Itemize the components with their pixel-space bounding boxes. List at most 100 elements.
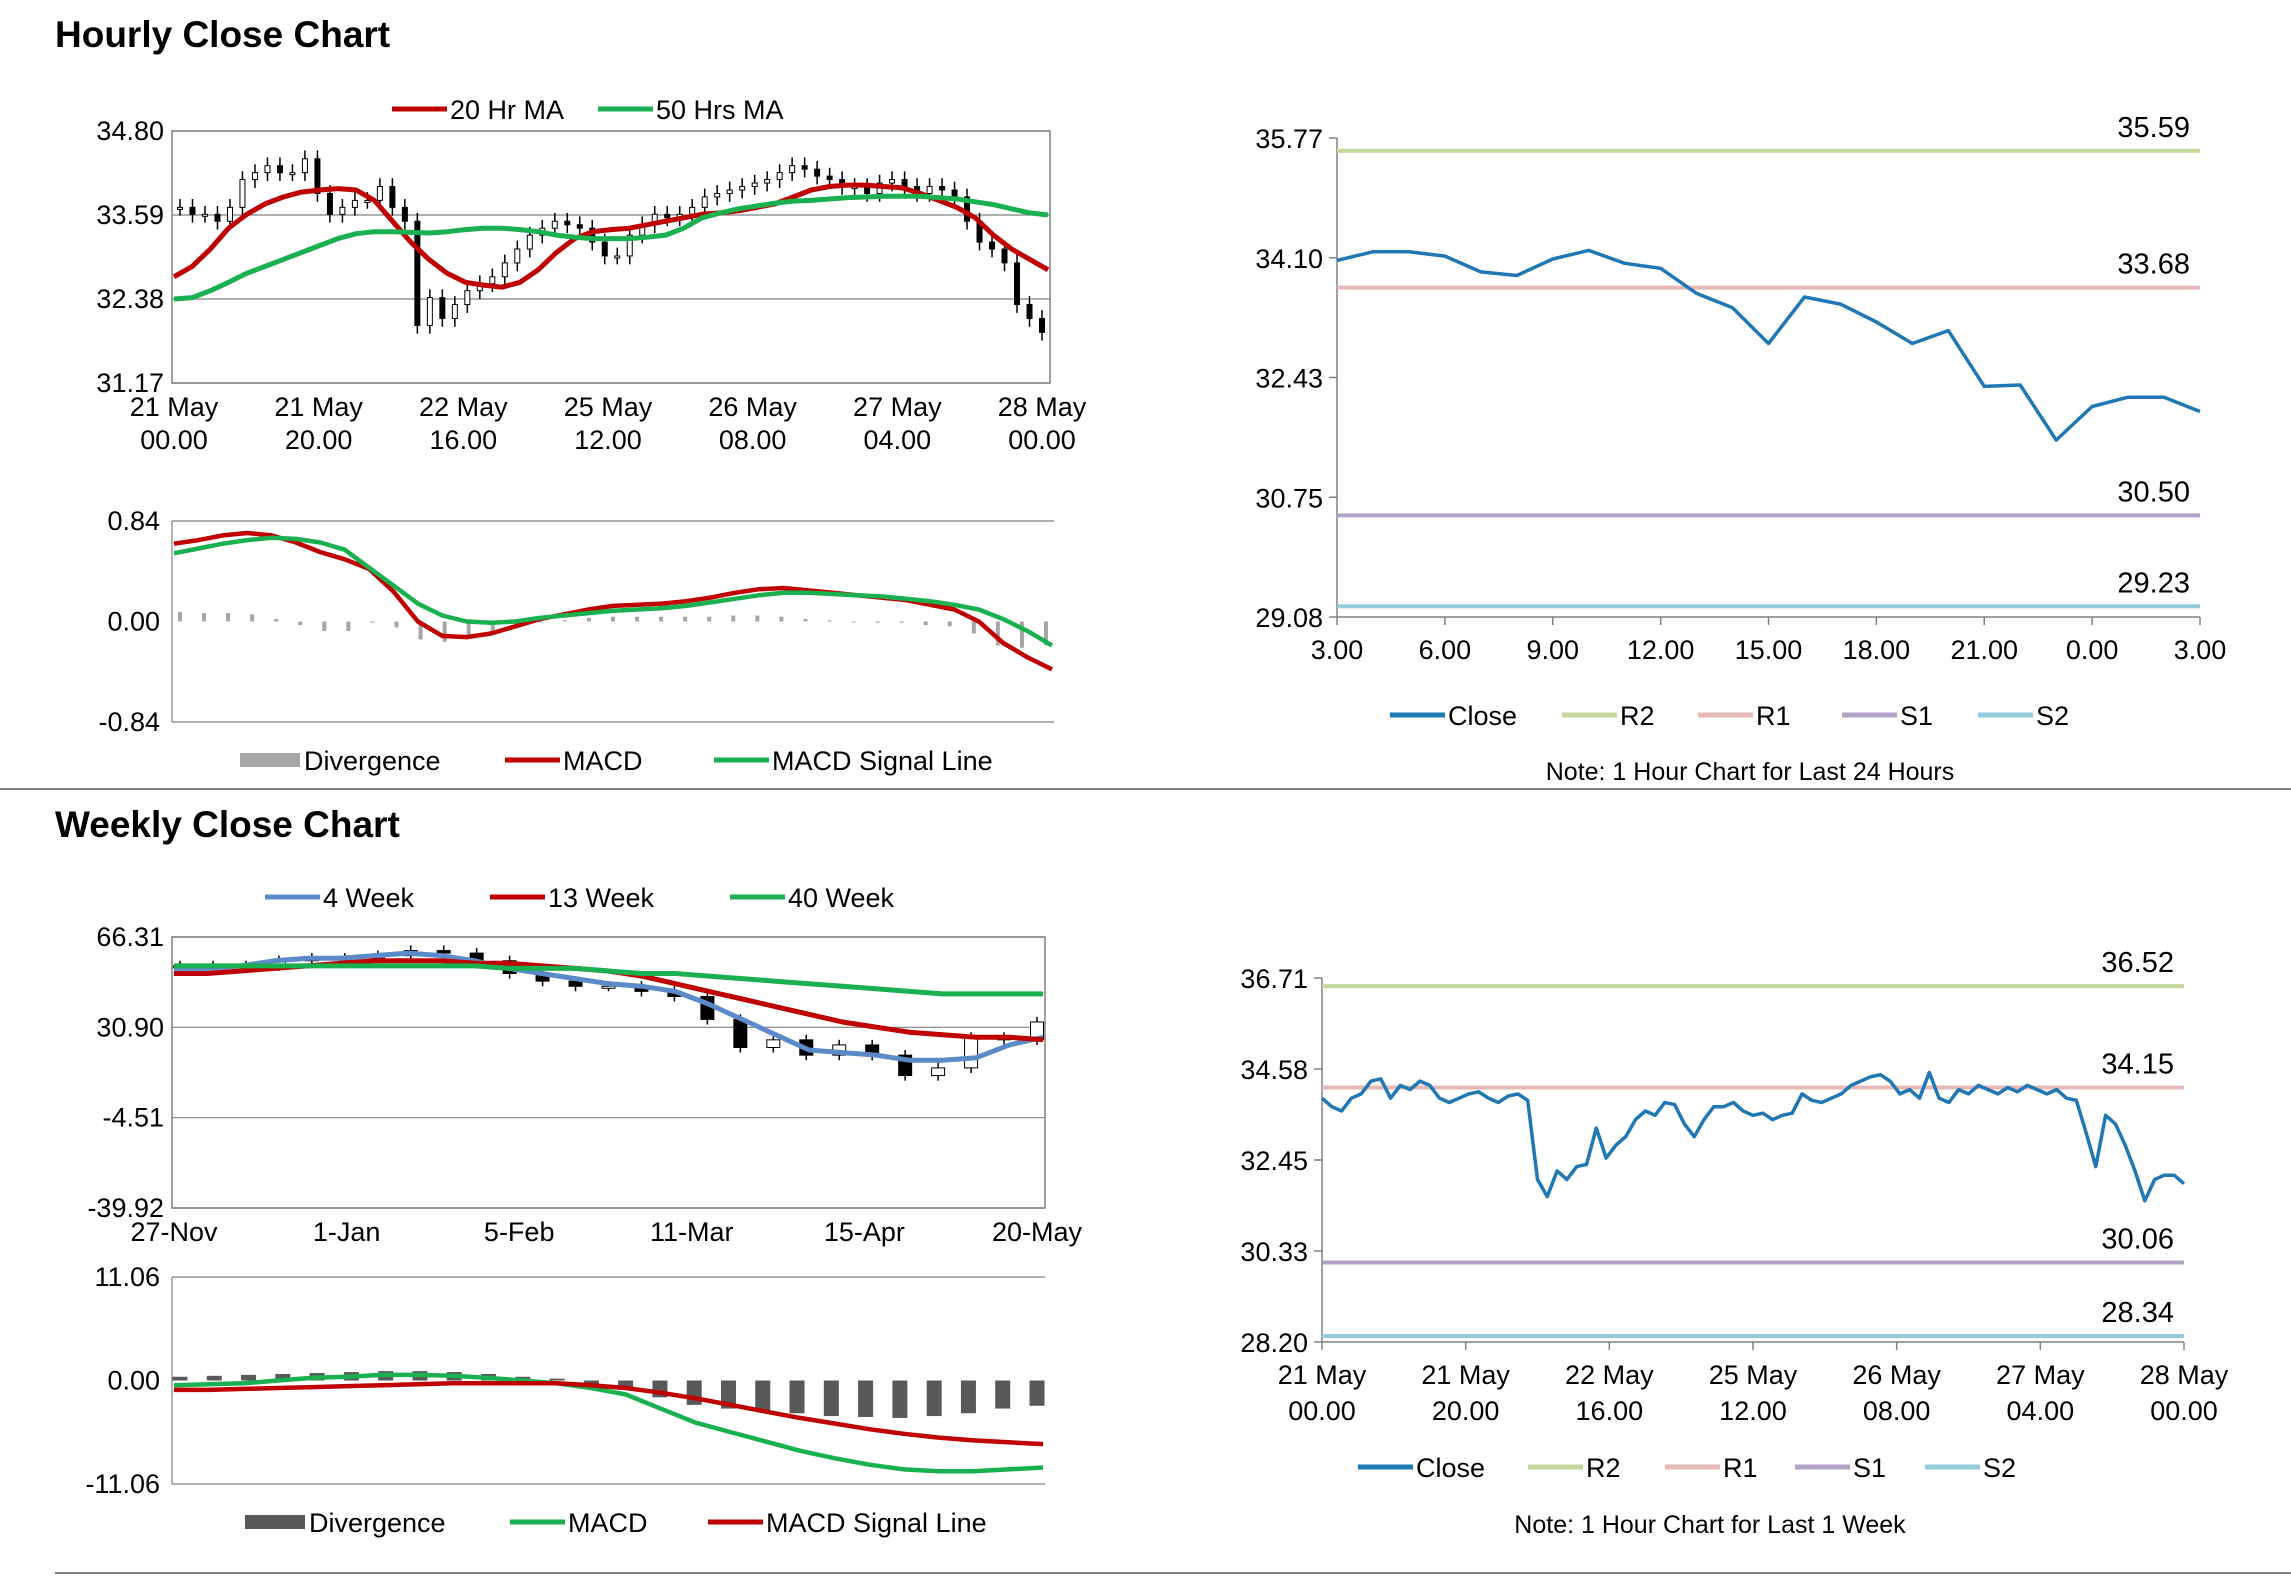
x-tick-label: 12.00 [1627,635,1695,665]
candle-body [714,192,721,198]
candle-body [568,980,583,987]
candle-body [389,186,396,208]
candle-body [931,1067,946,1077]
series-line-macd [173,1372,1044,1474]
divergence-bar [995,621,1000,646]
legend-s1-label: S1 [1900,701,1933,731]
divergence-bar [707,616,712,622]
candle-body [1014,262,1021,306]
legend-divergence-swatch [240,753,300,767]
divergence-bar [250,614,255,622]
candle-body [339,206,346,215]
candle-body [214,213,221,222]
y-tick-label: 34.10 [1255,244,1323,274]
x-tick-label: 12.00 [1719,1396,1787,1426]
candle-body [451,304,458,319]
candle-body [739,186,746,191]
candle-body [239,179,246,208]
candle-body [789,165,796,174]
candle-body [264,165,271,174]
x-tick-label: 04.00 [2007,1396,2075,1426]
chart-note: Note: 1 Hour Chart for Last 24 Hours [1546,758,1955,786]
series-line-4-week [174,950,1044,1063]
x-tick-label: 08.00 [719,425,787,455]
divergence-bar [562,620,567,622]
candle-body [939,186,946,191]
series-line-40-week [174,963,1043,997]
legend-s2-label: S2 [2036,701,2069,731]
level-label-r1: 33.68 [2117,249,2190,281]
x-tick-label: 28 May [2140,1360,2229,1390]
weekly-section-title: Weekly Close Chart [55,804,400,845]
x-tick-label: 16.00 [430,425,498,455]
y-tick-label: -4.51 [102,1103,164,1133]
divergence-bar [683,616,688,622]
candle-body [326,192,333,215]
candle-body [626,234,633,257]
x-tick-label: 27-Nov [130,1217,218,1247]
y-tick-label: 34.58 [1240,1055,1308,1085]
candle-body [351,199,358,208]
legend-r2-label: R2 [1620,701,1655,731]
divergence-bar [779,616,784,622]
x-tick-label: 00.00 [140,425,208,455]
weekly-macd-chart: 11.06 0.00 -11.06 Divergence MACD MACD Signal… [85,1262,1045,1538]
y-tick-label: 0.00 [107,607,160,637]
divergence-bar [370,621,375,623]
legend-4-week-label: 4 Week [323,883,415,913]
candle-body [601,241,608,257]
divergence-bar [178,611,182,622]
series-line-close [1336,248,2201,442]
chart-note: Note: 1 Hour Chart for Last 1 Week [1514,1511,1906,1539]
candle-body [689,206,696,215]
candle-body [314,158,321,194]
divergence-bar [586,617,591,622]
x-tick-label: 1-Jan [313,1217,381,1247]
divergence-bar [274,619,279,622]
divergence-bar [241,1374,257,1381]
candle-body [766,1039,781,1048]
x-tick-label: 21 May [130,392,219,422]
y-tick-label: -39.92 [87,1193,164,1223]
x-tick-label: 12.00 [574,425,642,455]
candle-body [551,220,558,229]
x-tick-label: 18.00 [1843,635,1911,665]
candle-body [601,985,616,989]
y-tick-label: 34.80 [96,116,164,146]
divergence-bar [202,613,207,622]
x-tick-label: 00.00 [2150,1396,2218,1426]
x-tick-label: 27 May [1996,1360,2085,1390]
x-tick-label: 0.00 [2066,635,2119,665]
legend-close-label: Close [1416,1453,1485,1483]
candle-body [439,297,446,319]
x-tick-label: 21 May [1421,1360,1510,1390]
y-tick-label: 11.06 [94,1262,160,1292]
candle-body [1001,248,1008,264]
level-label-s1: 30.50 [2117,476,2190,508]
candle-body [776,172,783,181]
x-tick-label: 6.00 [1419,635,1472,665]
legend-13-week-label: 13 Week [548,883,655,913]
level-label-s2: 28.34 [2101,1297,2174,1329]
candle-body [226,206,233,222]
legend-macd-label: MACD [563,746,643,776]
divergence-bar [549,1378,565,1381]
series-line-macd-signal-line [173,535,1054,648]
divergence-bar [659,616,664,622]
divergence-bar [971,621,976,634]
series-line-macd-signal-line [174,1381,1044,1447]
divergence-bar [172,1376,188,1381]
divergence-bar [322,621,327,632]
x-tick-label: 15-Apr [824,1217,905,1247]
x-tick-label: 3.00 [2174,635,2227,665]
candle-body [426,297,433,326]
divergence-bar [611,616,615,622]
divergence-bar [899,621,904,623]
y-tick-label: 66.31 [96,922,164,952]
divergence-bar [583,1380,599,1385]
candle-body [401,206,408,222]
candle-body [526,234,533,250]
divergence-bar [755,1380,771,1412]
divergence-bar [858,1380,874,1417]
